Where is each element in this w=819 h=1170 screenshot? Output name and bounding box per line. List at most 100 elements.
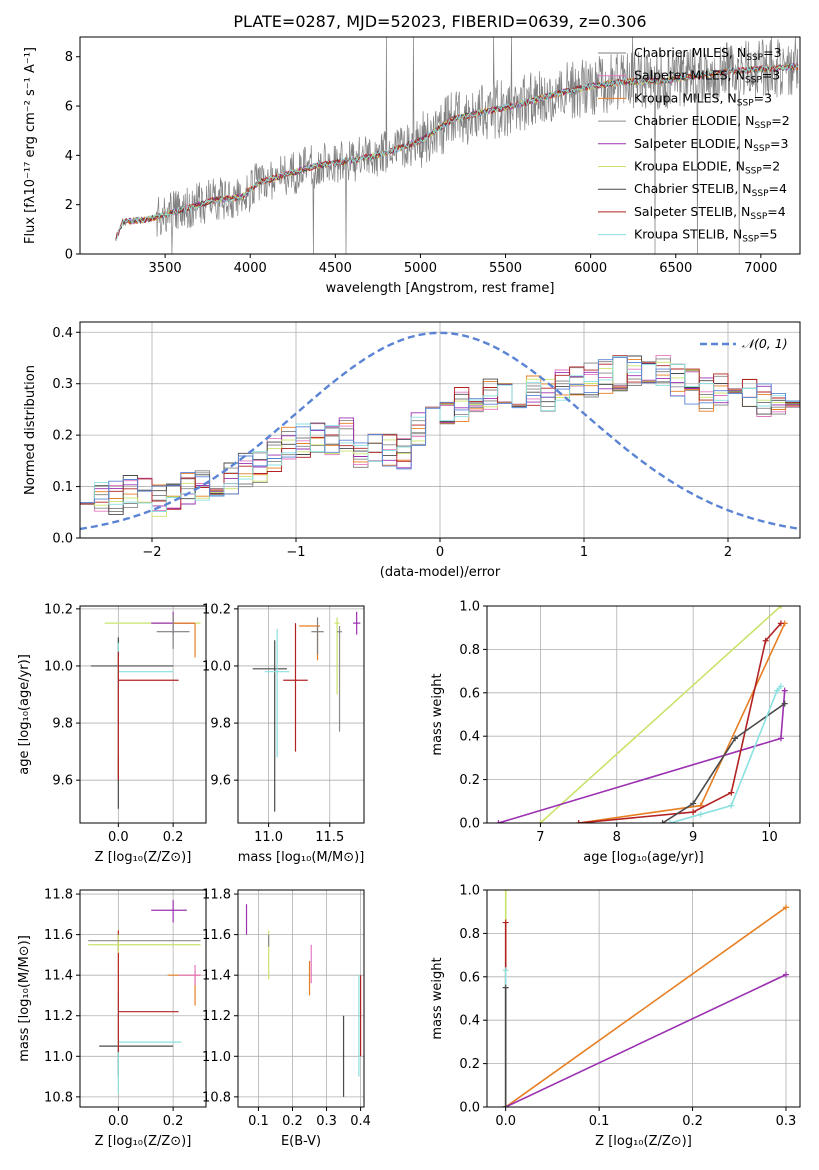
x-axis-label: age [log₁₀(age/yr)] <box>583 850 704 865</box>
y-tick-label: 11.4 <box>44 969 73 984</box>
x-axis-label: E(B-V) <box>281 1134 321 1149</box>
x-tick-label: 1 <box>580 545 588 560</box>
panel-2: 0.0 0.2 9.6 9.8 10.0 10.2 Z [log₁₀(Z/Z⊙)] age [… <box>17 602 207 865</box>
residual-histogram <box>80 361 800 510</box>
data-point-marker <box>777 735 784 742</box>
x-tick-label: 0 <box>436 545 444 560</box>
x-axis-label: (data-model)/error <box>380 565 501 580</box>
plot-area <box>502 890 789 1107</box>
residual-histogram <box>80 357 800 503</box>
data-point-marker <box>502 984 509 991</box>
residual-histogram <box>80 358 800 512</box>
y-tick-label: 9.8 <box>210 717 231 732</box>
y-tick-label: 10.2 <box>44 602 73 617</box>
x-tick-label: 11.0 <box>254 830 283 845</box>
plot-area <box>80 331 800 531</box>
y-tick-label: 9.8 <box>52 717 73 732</box>
y-tick-label: 11.6 <box>202 928 231 943</box>
data-point-marker <box>781 687 788 694</box>
x-tick-label: 4500 <box>319 261 352 276</box>
y-tick-label: 11.2 <box>202 1009 231 1024</box>
data-point-marker <box>781 700 788 707</box>
x-tick-label: 9 <box>689 830 697 845</box>
residual-histogram <box>80 362 800 510</box>
legend-label: Salpeter MILES, NSSP=3 <box>634 68 780 86</box>
data-point-marker <box>690 809 697 816</box>
data-point-marker <box>502 1104 509 1107</box>
x-tick-label: 6000 <box>574 261 607 276</box>
y-tick-label: 0.0 <box>52 532 73 547</box>
plot-area <box>90 611 201 809</box>
y-tick-label: 4 <box>65 149 73 164</box>
data-point-marker <box>537 820 544 823</box>
legend-label: 𝒩(0, 1) <box>742 336 788 351</box>
model-line <box>115 63 799 241</box>
chart-title: PLATE=0287, MJD=52023, FIBERID=0639, z=0… <box>233 12 646 31</box>
mass-weight-line <box>662 702 786 823</box>
mass-weight-line <box>505 906 787 1107</box>
data-point-marker <box>495 820 502 823</box>
x-tick-label: 0.2 <box>163 830 184 845</box>
data-point-marker <box>502 890 509 893</box>
y-tick-label: 0.2 <box>459 773 480 788</box>
y-axis-label: mass [log₁₀(M/M⊙)] <box>17 935 32 1062</box>
y-tick-label: 0.8 <box>459 643 480 658</box>
x-tick-label: 5500 <box>489 261 522 276</box>
panel-7: 0.0 0.1 0.2 0.3 0.0 0.2 0.4 0.6 0.8 1.0 Z [log₁₀(Z… <box>430 884 801 1149</box>
mass-weight-line <box>578 622 782 823</box>
x-tick-label: 6500 <box>659 261 692 276</box>
mass-weight-line <box>578 623 786 823</box>
y-tick-label: 8 <box>65 50 73 65</box>
data-point-marker <box>732 735 739 742</box>
y-tick-label: 0.0 <box>459 817 480 832</box>
y-tick-label: 0 <box>65 248 73 263</box>
x-tick-label: 5000 <box>404 261 437 276</box>
observed-spectrum <box>115 37 799 254</box>
data-point-marker <box>777 606 784 609</box>
x-tick-label: 7 <box>536 830 544 845</box>
y-tick-label: 0.6 <box>459 970 480 985</box>
data-point-marker <box>697 811 704 818</box>
y-tick-label: 10.8 <box>44 1090 73 1105</box>
y-axis-label: Normed distribution <box>23 365 38 495</box>
plot-area <box>245 904 362 1097</box>
mass-weight-line <box>498 690 786 823</box>
residual-histogram <box>80 358 800 505</box>
x-axis-label: Z [log₁₀(Z/Z⊙)] <box>95 1134 192 1149</box>
plot-area <box>115 37 799 254</box>
residual-histogram <box>80 354 800 512</box>
data-point-marker <box>782 971 789 978</box>
x-tick-label: 4000 <box>234 261 267 276</box>
residual-histogram <box>80 355 800 510</box>
panel-3: 11.0 11.5 9.6 9.8 10.0 10.2 mass [log₁₀(M/M⊙)] <box>202 602 365 865</box>
x-tick-label: 7000 <box>744 261 777 276</box>
x-tick-label: 3500 <box>149 261 182 276</box>
y-tick-label: 1.0 <box>459 600 480 615</box>
y-tick-label: 11.2 <box>44 1009 73 1024</box>
axes-frame <box>486 605 801 824</box>
data-point-marker <box>777 620 784 627</box>
y-axis-label: mass weight <box>430 957 445 1039</box>
y-tick-label: 0.4 <box>459 730 480 745</box>
panel-1: −2 −1 0 1 2 0.0 0.1 0.2 0.3 0.4 (data-model)/error… <box>23 321 801 580</box>
y-tick-label: 0.4 <box>459 1014 480 1029</box>
y-tick-label: 10.8 <box>202 1090 231 1105</box>
plot-area <box>88 900 201 1093</box>
x-axis-label: Z [log₁₀(Z/Z⊙)] <box>595 1134 692 1149</box>
x-tick-label: 8 <box>613 830 621 845</box>
y-tick-label: 0.3 <box>52 377 73 392</box>
legend-label: Kroupa STELIB, NSSP=5 <box>634 227 778 245</box>
data-point-marker <box>782 904 789 911</box>
x-tick-label: −1 <box>286 545 305 560</box>
y-tick-label: 11.8 <box>202 888 231 903</box>
x-tick-label: 0.2 <box>682 1114 703 1129</box>
mass-weight-line <box>505 973 787 1107</box>
x-tick-label: 0.1 <box>589 1114 610 1129</box>
panel-0: 3500 4000 4500 5000 5500 6000 6500 7000 0 2 4 6 8 wav… <box>23 12 801 296</box>
plot-area <box>252 611 361 812</box>
y-tick-label: 0.2 <box>459 1057 480 1072</box>
panel-4: 7 8 9 10 0.0 0.2 0.4 0.6 0.8 1.0 age [log₁₀(age/yr… <box>430 600 801 865</box>
data-point-marker <box>690 800 697 807</box>
legend-label: Salpeter ELODIE, NSSP=3 <box>634 136 788 154</box>
x-tick-label: −2 <box>142 545 161 560</box>
